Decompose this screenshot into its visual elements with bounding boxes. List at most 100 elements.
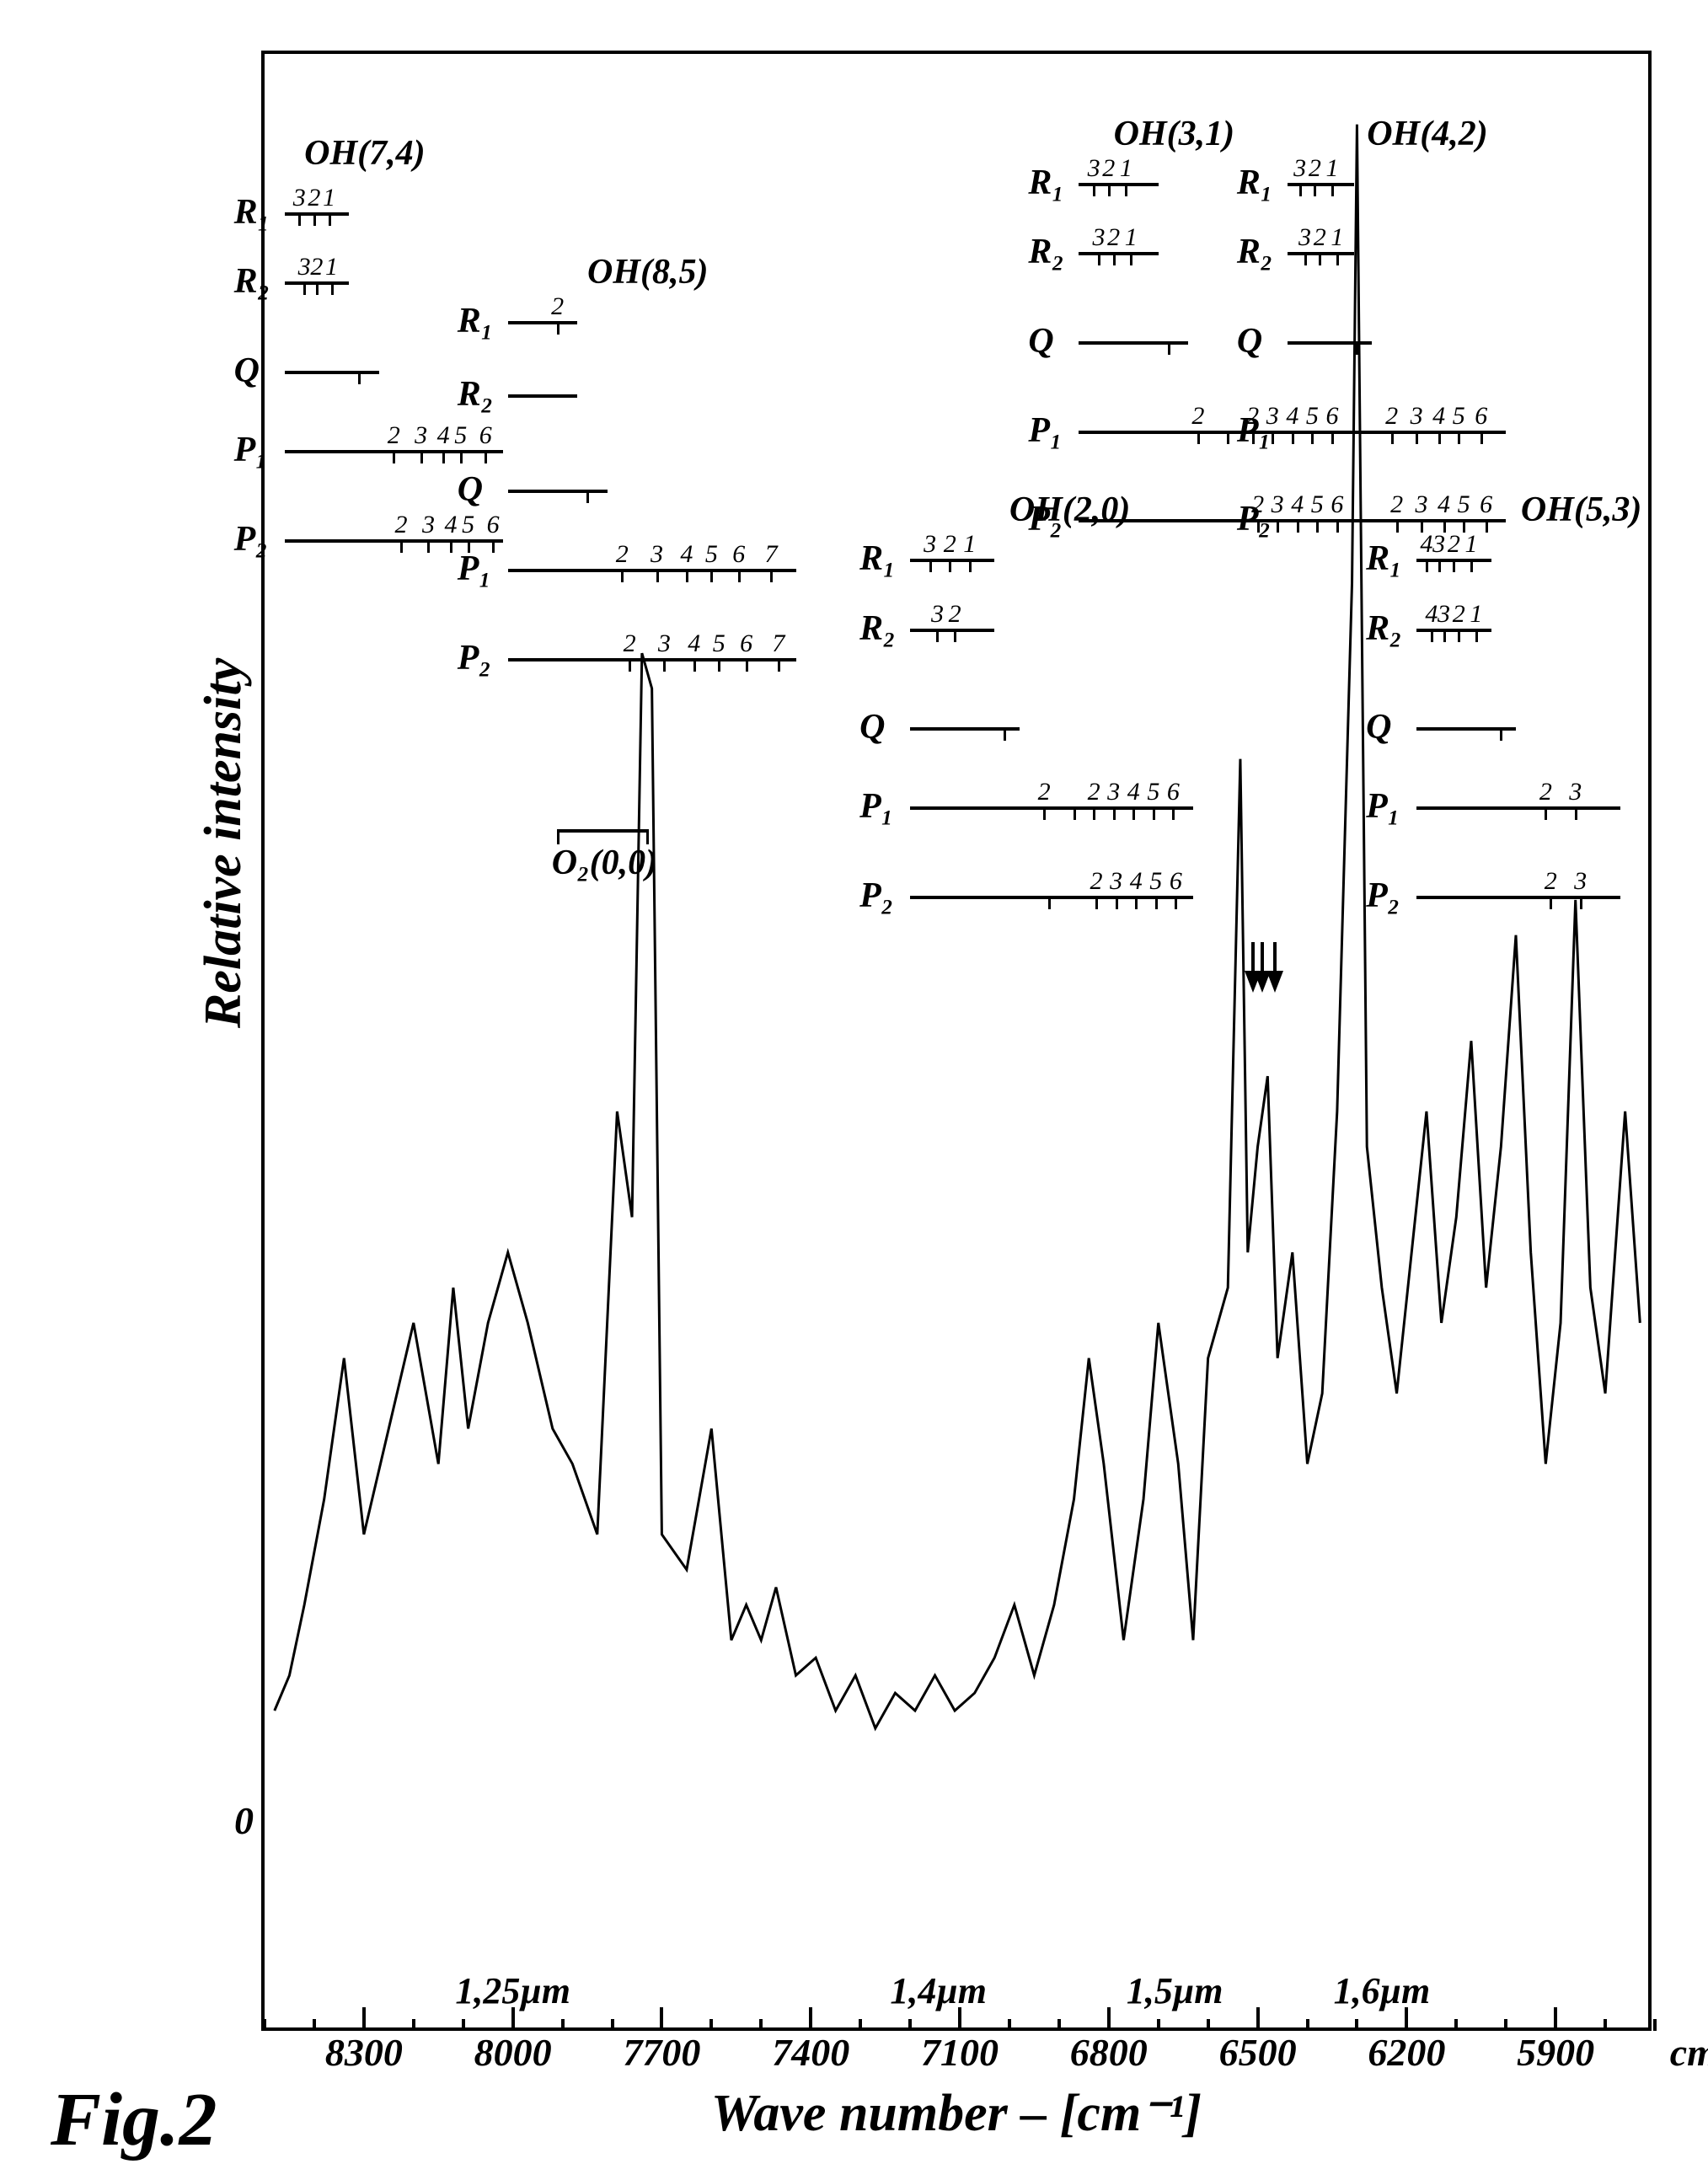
branch-line — [1079, 183, 1158, 186]
branch-tick-num: 4 — [1438, 490, 1450, 519]
branch-tick-num: 5 — [1458, 490, 1470, 519]
branch-tick-num: 2 — [1090, 867, 1103, 896]
x-tick-label: 6500 — [1219, 2030, 1297, 2075]
branch-tick-num: 2 — [1309, 154, 1321, 183]
branch-tick-num: 1 — [323, 184, 335, 212]
x-tick-label: 8000 — [474, 2030, 552, 2075]
branch-tick-num: 3 — [924, 530, 936, 559]
y-axis-label: Relative intensity — [194, 658, 254, 1028]
branch-tick — [1048, 896, 1051, 909]
branch-tick — [929, 559, 932, 572]
branch-label: R₂ — [1366, 608, 1402, 649]
branch-tick — [1277, 519, 1279, 533]
branch-tick — [1426, 559, 1428, 572]
branch-tick — [629, 658, 631, 672]
branch-tick-num: 5 — [1306, 402, 1319, 431]
branch-tick-num: 2 — [1539, 778, 1552, 806]
branch-tick — [738, 569, 741, 582]
branch-label: R₁ — [458, 301, 494, 341]
branch-line — [1079, 341, 1188, 345]
branch-tick — [450, 539, 452, 553]
branch-tick — [1116, 896, 1118, 909]
branch-tick-num: 3 — [931, 600, 944, 629]
branch-tick-num: 3 — [651, 540, 663, 569]
branch-tick — [1480, 431, 1483, 444]
branch-label: Q — [458, 469, 483, 510]
branch-tick — [1113, 252, 1116, 265]
branch-tick-num: 3 — [1432, 530, 1445, 559]
branch-tick — [1396, 519, 1399, 533]
branch-tick-num: 2 — [395, 511, 408, 539]
branch-tick — [393, 450, 395, 463]
branch-line — [1079, 252, 1158, 255]
band-title-oh53: OH(5,3) — [1521, 490, 1641, 530]
branch-tick-num: 1 — [1331, 223, 1343, 252]
branch-label: P₂ — [1028, 499, 1062, 539]
branch-tick — [1197, 431, 1200, 444]
branch-label: P₁ — [234, 430, 268, 470]
branch-line — [1288, 431, 1506, 434]
branch-line — [285, 212, 350, 216]
branch-line — [508, 490, 608, 493]
branch-tick-num: 6 — [740, 629, 752, 658]
branch-tick — [331, 281, 334, 295]
branch-tick-num: 2 — [1314, 223, 1326, 252]
branch-tick-num: 4 — [1420, 530, 1432, 559]
branch-tick — [1125, 183, 1127, 196]
branch-tick — [1453, 559, 1455, 572]
branch-tick-num: 6 — [487, 511, 500, 539]
branch-tick — [1095, 896, 1098, 909]
branch-tick-num: 4 — [1130, 867, 1143, 896]
branch-label: P₂ — [458, 638, 491, 678]
branch-tick-num: 1 — [325, 253, 338, 281]
branch-tick — [1043, 806, 1046, 820]
branch-tick — [954, 629, 956, 642]
branch-tick-num: 3 — [415, 421, 427, 450]
branch-tick-num: 3 — [422, 511, 435, 539]
branch-tick — [693, 658, 696, 672]
branch-tick — [1443, 629, 1446, 642]
branch-tick — [1438, 431, 1441, 444]
branch-tick — [656, 569, 659, 582]
branch-line — [1288, 183, 1355, 186]
page: { "figure_caption": "Fig.2", "axes": { "… — [0, 0, 1708, 2180]
branch-label: P₂ — [1237, 499, 1271, 539]
branch-tick — [686, 569, 688, 582]
x-tick-label: 7700 — [623, 2030, 700, 2075]
branch-label: P₂ — [859, 876, 893, 916]
branch-tick — [1172, 806, 1175, 820]
branch-tick — [1098, 252, 1100, 265]
branch-tick-num: 4 — [1432, 402, 1445, 431]
branch-tick-num: 3 — [1298, 223, 1311, 252]
branch-tick-num: 2 — [1107, 223, 1120, 252]
branch-tick — [1227, 431, 1229, 444]
branch-tick — [949, 559, 951, 572]
branch-label: P₂ — [1366, 876, 1400, 916]
branch-tick-num: 6 — [1325, 402, 1338, 431]
branch-tick-num: 6 — [1331, 490, 1343, 519]
branch-tick-num: 2 — [944, 530, 956, 559]
branch-tick — [1093, 806, 1095, 820]
x-tick-label: 7100 — [921, 2030, 999, 2075]
branch-tick-num: 3 — [1107, 778, 1120, 806]
branch-line — [508, 321, 578, 324]
branch-tick — [400, 539, 403, 553]
o2-line — [558, 829, 647, 833]
branch-tick — [1331, 183, 1334, 196]
branch-tick — [936, 629, 939, 642]
branch-tick — [718, 658, 720, 672]
arrow-marker — [1266, 971, 1283, 993]
branch-tick-num: 4 — [688, 629, 700, 658]
spectrum-line — [265, 54, 1655, 2034]
branch-tick — [1155, 896, 1158, 909]
branch-tick-num: 3 — [1093, 223, 1106, 252]
branch-tick-num: 2 — [1453, 600, 1465, 629]
branch-tick-num: 1 — [1464, 530, 1477, 559]
y-zero-label: 0 — [234, 1798, 254, 1843]
branch-label: P₁ — [1366, 786, 1400, 827]
branch-tick — [1153, 806, 1155, 820]
branch-tick — [1304, 252, 1307, 265]
branch-tick-num: 3 — [293, 184, 306, 212]
branch-tick-num: 6 — [1480, 490, 1492, 519]
x-tick-label: 8300 — [325, 2030, 403, 2075]
